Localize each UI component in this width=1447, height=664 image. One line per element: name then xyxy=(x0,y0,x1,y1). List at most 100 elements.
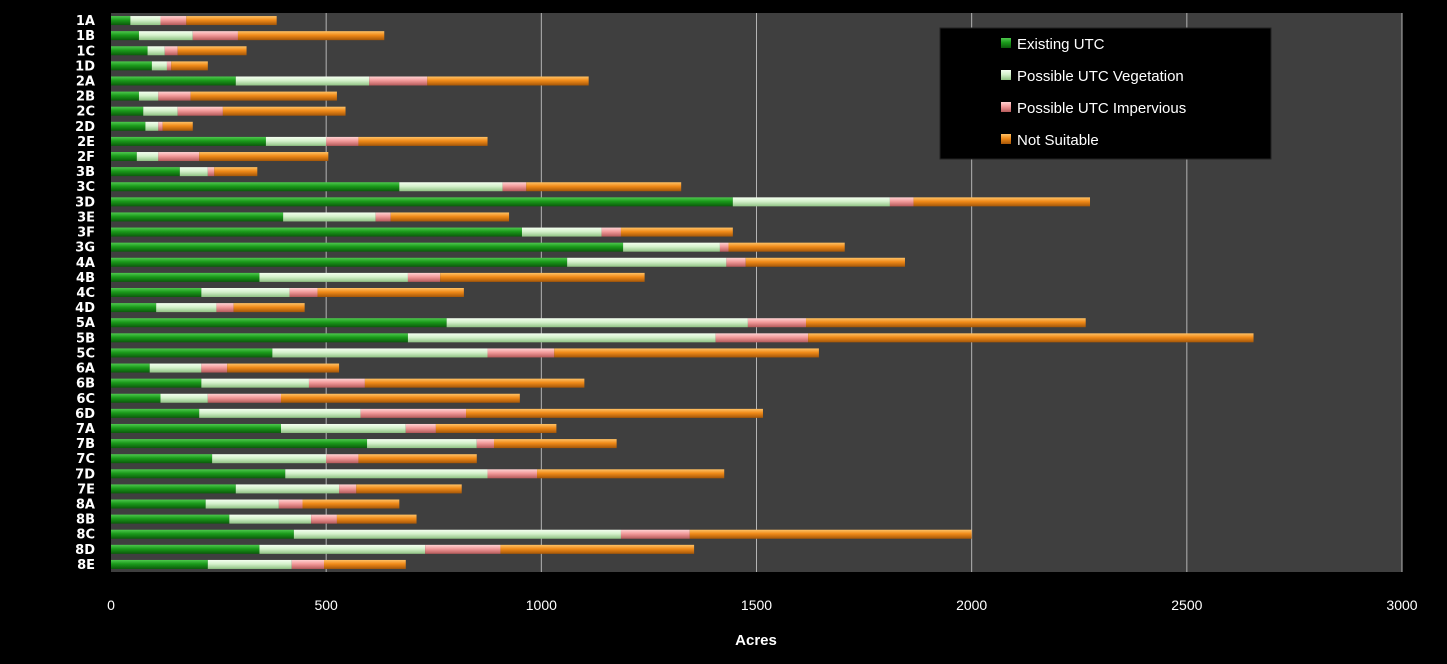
bar-segment xyxy=(407,272,441,282)
category-label: 1C xyxy=(76,44,95,59)
category-label: 6A xyxy=(76,362,95,377)
x-tick-label: 1000 xyxy=(526,597,557,613)
bar-segment xyxy=(136,152,159,162)
legend-swatch xyxy=(1001,38,1011,48)
bar-segment xyxy=(554,348,819,358)
bar-segment xyxy=(111,46,148,56)
bar-segment xyxy=(435,423,557,433)
bar-segment xyxy=(808,333,1254,343)
bar-segment xyxy=(233,303,305,313)
bar-segment xyxy=(171,61,208,71)
bar-segment xyxy=(111,152,137,162)
bar-segment xyxy=(111,121,146,131)
legend-label: Not Suitable xyxy=(1017,132,1099,149)
bar-segment xyxy=(111,348,273,358)
bar-segment xyxy=(111,559,208,569)
bar-segment xyxy=(143,106,178,116)
bar-segment xyxy=(111,91,139,101)
bar-segment xyxy=(207,167,215,177)
legend-swatch xyxy=(1001,102,1011,112)
bar-segment xyxy=(111,227,522,237)
bar-segment xyxy=(324,559,406,569)
bar-segment xyxy=(291,559,325,569)
bar-segment xyxy=(147,46,165,56)
bar-segment xyxy=(259,544,426,554)
bar-segment xyxy=(405,423,436,433)
bar-segment xyxy=(623,242,720,252)
bar-segment xyxy=(111,288,202,297)
bar-segment xyxy=(111,318,447,328)
bar-segment xyxy=(111,167,180,177)
bar-segment xyxy=(336,514,417,524)
legend-label: Existing UTC xyxy=(1017,36,1105,53)
bar-segment xyxy=(160,16,187,26)
bar-segment xyxy=(160,393,208,403)
bar-segment xyxy=(111,378,202,388)
bar-segment xyxy=(162,121,193,131)
bar-segment xyxy=(620,227,733,237)
bar-segment xyxy=(259,272,408,282)
bar-segment xyxy=(158,152,200,162)
bar-segment xyxy=(158,91,191,101)
bar-segment xyxy=(889,197,914,207)
bar-segment xyxy=(212,454,327,464)
bar-segment xyxy=(186,16,277,26)
category-label: 3D xyxy=(75,195,95,210)
bar-segment xyxy=(111,106,144,116)
bar-segment xyxy=(207,559,292,569)
bar-segment xyxy=(149,363,202,373)
legend: Existing UTC Possible UTC Vegetation Possi… xyxy=(939,27,1272,160)
category-label: 1B xyxy=(76,29,95,44)
category-label: 4A xyxy=(76,256,95,271)
bar-segment xyxy=(227,363,340,373)
bar-segment xyxy=(317,288,464,297)
bar-segment xyxy=(111,272,260,282)
category-label: 8A xyxy=(76,498,95,513)
bar-segment xyxy=(111,242,624,252)
bar-segment xyxy=(164,46,178,56)
x-tick-label: 2000 xyxy=(956,597,987,613)
category-label: 1A xyxy=(76,14,95,29)
bar-segment xyxy=(745,257,905,267)
bar-segment xyxy=(440,272,645,282)
x-axis-title: Acres xyxy=(735,632,777,649)
x-tick-label: 2500 xyxy=(1171,597,1202,613)
bar-segment xyxy=(466,408,763,418)
bar-segment xyxy=(111,363,150,373)
bar-segment xyxy=(805,318,1086,328)
category-label: 2C xyxy=(76,105,95,120)
category-label: 4C xyxy=(76,286,95,301)
legend-box xyxy=(939,27,1272,160)
bar-segment xyxy=(913,197,1091,207)
bar-segment xyxy=(280,393,520,403)
category-label: 6C xyxy=(76,392,95,407)
bars xyxy=(111,16,1254,569)
x-tick-labels: 0 500 1000 1500 2000 2500 3000 xyxy=(107,597,1418,613)
category-label: 8E xyxy=(77,558,95,573)
bar-segment xyxy=(111,16,131,26)
bar-segment xyxy=(111,423,281,433)
bar-segment xyxy=(620,529,690,539)
bar-segment xyxy=(567,257,727,267)
category-label: 2D xyxy=(75,120,95,135)
bar-segment xyxy=(192,31,238,41)
bar-segment xyxy=(302,499,400,509)
bar-segment xyxy=(111,197,733,207)
bar-segment xyxy=(111,544,260,554)
bar-segment xyxy=(201,363,228,373)
bar-segment xyxy=(111,257,568,267)
bar-segment xyxy=(719,242,729,252)
bar-segment xyxy=(747,318,806,328)
bar-segment xyxy=(111,393,161,403)
bar-segment xyxy=(205,499,279,509)
bar-segment xyxy=(138,91,159,101)
bar-segment xyxy=(358,454,477,464)
bar-segment xyxy=(537,469,725,479)
category-label: 5B xyxy=(76,331,95,346)
category-label: 4B xyxy=(76,271,95,286)
bar-segment xyxy=(502,182,527,192)
category-label: 7D xyxy=(75,467,95,482)
bar-segment xyxy=(111,454,213,464)
bar-segment xyxy=(190,91,337,101)
